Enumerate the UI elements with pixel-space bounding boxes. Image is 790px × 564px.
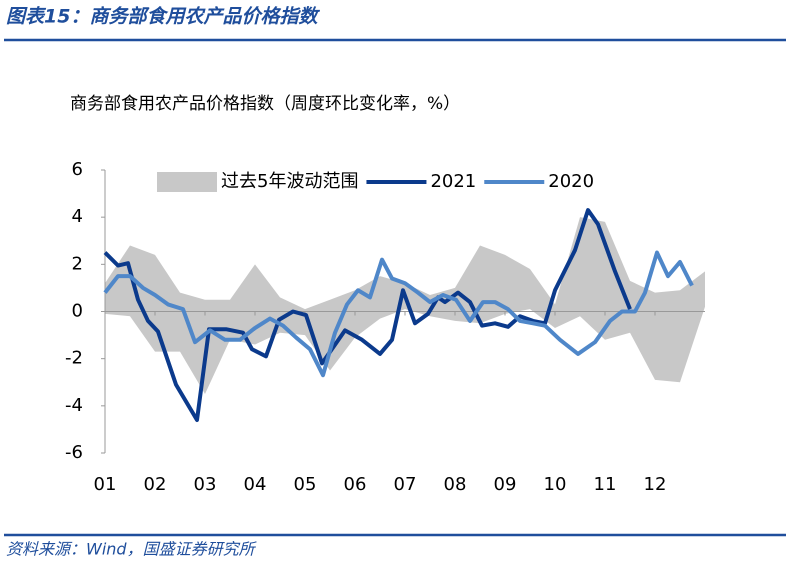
- x-tick-label: 03: [194, 474, 217, 495]
- y-tick-label: 0: [72, 301, 83, 322]
- x-tick-label: 11: [594, 474, 617, 495]
- series-line: [103, 250, 694, 378]
- legend-swatch: [157, 172, 217, 192]
- x-tick-label: 09: [494, 474, 517, 495]
- legend-label: 2020: [548, 171, 594, 192]
- figure-title: 图表15：商务部食用农产品价格指数: [6, 6, 320, 28]
- x-tick-label: 02: [144, 474, 167, 495]
- series-line: [103, 208, 632, 422]
- range-band: [105, 217, 705, 395]
- source: 资料来源：Wind，国盛证券研究所: [6, 540, 258, 559]
- x-tick-label: 06: [344, 474, 367, 495]
- x-tick-label: 10: [544, 474, 567, 495]
- y-tick-label: 2: [72, 253, 83, 274]
- y-tick-label: -4: [65, 395, 83, 416]
- x-tick-label: 08: [444, 474, 467, 495]
- chart-subtitle: 商务部食用农产品价格指数（周度环比变化率，%）: [70, 94, 460, 114]
- x-tick-label: 04: [244, 474, 267, 495]
- legend-label: 2021: [430, 171, 476, 192]
- y-tick-label: 4: [72, 206, 83, 227]
- x-tick-label: 12: [644, 474, 667, 495]
- x-tick-label: 01: [94, 474, 117, 495]
- y-tick-label: 6: [72, 159, 83, 180]
- x-tick-label: 05: [294, 474, 317, 495]
- y-tick-label: -6: [65, 442, 83, 463]
- y-tick-label: -2: [65, 348, 83, 369]
- x-tick-label: 07: [394, 474, 417, 495]
- legend-label: 过去5年波动范围: [221, 171, 358, 192]
